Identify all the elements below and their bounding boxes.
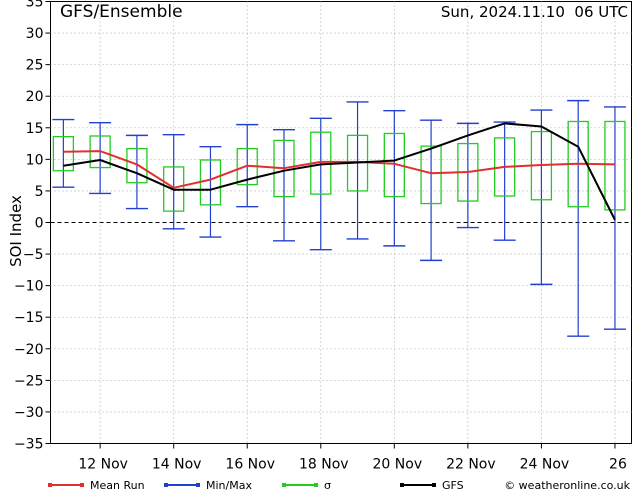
- y-tick-label: −15: [14, 310, 44, 326]
- legend-marker-left: [400, 483, 404, 487]
- y-tick-label: 10: [26, 152, 44, 168]
- grid: [50, 1, 632, 444]
- x-tick-label: 24 Nov: [520, 457, 570, 473]
- series-lines: [63, 122, 616, 221]
- min-max-whiskers: [52, 99, 626, 337]
- run-date: Sun, 2024.11.10 06 UTC: [441, 3, 628, 21]
- x-tick-label: 26: [609, 457, 627, 473]
- chart-title: GFS/Ensemble: [60, 2, 183, 22]
- y-axis-ticks: 35 30 25 20 15 10 5 0 −5 −10 −15 −20 −25 −30 −35: [14, 0, 51, 453]
- y-tick-label: −30: [14, 405, 44, 421]
- x-tick-label: 22 Nov: [446, 457, 496, 473]
- y-tick-label: 35: [26, 0, 44, 11]
- legend-item: Min/Max: [164, 479, 252, 490]
- legend-item: GFS: [400, 479, 464, 490]
- legend-label: GFS: [442, 479, 464, 490]
- y-tick-label: 30: [26, 26, 44, 42]
- y-tick-label: 25: [26, 58, 44, 74]
- series-line-gfs: [63, 122, 616, 221]
- y-axis-label: SOI Index: [7, 195, 25, 267]
- legend-item: Mean Run: [48, 479, 145, 490]
- sigma-box: [420, 145, 442, 205]
- legend-marker-right: [432, 483, 436, 487]
- x-tick-label: 20 Nov: [373, 457, 423, 473]
- sigma-box: [604, 120, 626, 211]
- y-tick-label: 5: [35, 184, 44, 200]
- y-tick-label: 20: [26, 89, 44, 105]
- sigma-box: [52, 135, 75, 172]
- legend-label: Mean Run: [90, 479, 145, 490]
- legend-marker-right: [314, 483, 318, 487]
- sigma-box: [383, 132, 405, 198]
- y-tick-label: 15: [26, 121, 44, 137]
- y-tick-label: −10: [14, 279, 44, 295]
- x-axis-ticks: 12 Nov 14 Nov 16 Nov 18 Nov 20 Nov 22 Nov 24 N…: [78, 443, 627, 473]
- y-tick-label: 0: [35, 216, 44, 232]
- legend-marker-left: [282, 483, 286, 487]
- legend-marker-left: [164, 483, 168, 487]
- x-tick-label: 16 Nov: [225, 457, 275, 473]
- legend: Mean Run Min/Max σ GFS: [48, 479, 464, 490]
- series-line-mean-run: [63, 150, 616, 189]
- x-tick-label: 12 Nov: [78, 457, 128, 473]
- legend-label: σ: [324, 479, 331, 490]
- x-tick-label: 18 Nov: [299, 457, 349, 473]
- y-tick-label: −20: [14, 342, 44, 358]
- legend-marker-right: [80, 483, 84, 487]
- x-tick-label: 14 Nov: [152, 457, 202, 473]
- y-tick-label: −35: [14, 437, 44, 453]
- y-tick-label: −25: [14, 373, 44, 389]
- legend-label: Min/Max: [206, 479, 252, 490]
- y-tick-label: −5: [23, 247, 44, 263]
- credit-text: © weatheronline.co.uk: [504, 479, 630, 490]
- legend-marker-left: [48, 483, 52, 487]
- legend-item: σ: [282, 479, 331, 490]
- sigma-box: [126, 147, 148, 184]
- legend-marker-right: [196, 483, 200, 487]
